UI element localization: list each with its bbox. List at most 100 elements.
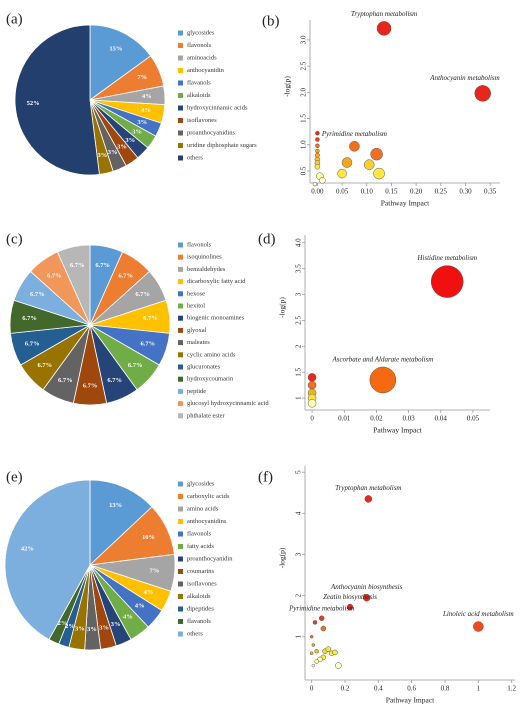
bubble [473, 621, 484, 632]
slice-label: 7% [137, 74, 147, 81]
legend-swatch [178, 413, 183, 419]
x-tick-label: 0.03 [402, 415, 415, 423]
legend-label: glucosyl hydroxycinnamic acid [187, 400, 269, 407]
bubble [369, 366, 397, 394]
slice-label: 10% [142, 534, 155, 541]
legend-label: flavanols [187, 79, 211, 86]
x-tick-label: 0.00 [311, 188, 324, 196]
slice-label: 3% [117, 144, 127, 151]
bubble [430, 265, 464, 298]
slice-label: 3% [99, 625, 109, 632]
legend-swatch [178, 105, 183, 111]
bubble [376, 21, 392, 36]
panel-label: (e) [6, 469, 23, 485]
legend-swatch [178, 279, 183, 285]
slice-label: 6.7% [143, 315, 158, 322]
bubble [314, 659, 319, 664]
x-tick-label: 0 [310, 415, 314, 423]
y-axis-title: -log(p) [278, 297, 287, 318]
legend-label: peptide [187, 388, 206, 395]
legend-label: flavonols [187, 241, 212, 248]
bubble [320, 625, 327, 632]
slice-label: 3% [98, 152, 108, 159]
panel-label: (d) [258, 231, 276, 247]
bubble [314, 152, 320, 158]
bubble [370, 147, 383, 161]
legend-label: glycosides [187, 29, 215, 36]
annotation: Anthocyanin metabolism [429, 74, 499, 82]
y-tick-label: 3 [295, 292, 303, 296]
legend-label: cyclic amino acids [187, 351, 236, 358]
legend-swatch [178, 303, 183, 309]
panel-label: (c) [6, 231, 23, 247]
bubble [307, 380, 317, 390]
slice-label: 6.7% [107, 377, 122, 384]
legend-label: dicarboxylic fatty acid [187, 278, 246, 285]
x-tick-label: 1.2 [507, 685, 516, 693]
slice-label: 6.7% [141, 340, 156, 347]
y-tick-label: 5 [295, 470, 303, 474]
slice-label: 3% [87, 626, 97, 633]
annotation: Zeatin biosynthesis [323, 593, 377, 601]
legend-swatch [178, 376, 183, 382]
legend-swatch [178, 155, 183, 161]
pie-slice [14, 24, 100, 176]
legend-label: glycosides [187, 480, 215, 487]
legend-swatch [178, 531, 183, 537]
bubble [363, 159, 375, 170]
legend-label: benzaldehydes [187, 266, 226, 273]
legend-label: phthalate ester [187, 412, 226, 419]
bubble [341, 157, 353, 168]
x-axis-title: Pathway Impact [386, 696, 435, 705]
slice-label: 2% [65, 623, 75, 630]
slice-label: 4% [123, 614, 133, 621]
legend-label: aminoacids [187, 54, 217, 61]
slice-label: 6.7% [25, 340, 40, 347]
slice-label: 3% [75, 625, 85, 632]
legend-label: dipeptides [187, 605, 214, 612]
annotation: Histidine metabolism [416, 254, 477, 262]
legend-swatch [178, 352, 183, 358]
legend-label: maleates [187, 339, 210, 346]
bubble [314, 648, 319, 654]
x-tick-label: 0.20 [410, 188, 423, 196]
legend-swatch [178, 544, 183, 549]
slice-label: 3% [108, 149, 118, 156]
x-tick-label: 0.10 [361, 188, 374, 196]
annotation: Anthocyanin biosynthesis [330, 583, 403, 591]
legend-label: amino acids [187, 505, 219, 512]
legend-swatch [178, 43, 183, 48]
pie-slice [89, 479, 153, 566]
y-tick-label: 2.0 [300, 87, 308, 96]
legend-swatch [178, 55, 183, 61]
legend-swatch [178, 315, 183, 321]
legend-label: uridine diphosphate sugars [187, 142, 257, 149]
legend-swatch [178, 80, 183, 86]
legend-swatch [178, 594, 183, 599]
legend-swatch [178, 401, 183, 407]
slice-label: 7% [149, 568, 159, 575]
legend-label: others [187, 630, 203, 637]
legend-swatch [178, 494, 183, 499]
legend-swatch [178, 30, 183, 36]
x-tick-label: 0.35 [484, 188, 497, 196]
x-tick-label: 0.05 [467, 415, 480, 423]
x-tick-label: 0.01 [338, 415, 351, 423]
legend-swatch [178, 569, 183, 574]
slice-label: 6.7% [128, 362, 143, 369]
legend-swatch [178, 327, 183, 333]
annotation: Pyrimidine metabolism [321, 130, 387, 138]
legend-label: isoflavones [187, 580, 217, 587]
legend-swatch [178, 93, 183, 98]
x-tick-label: 0.8 [441, 685, 450, 693]
legend-swatch [178, 364, 183, 370]
annotation: Tryptophan metabolism [335, 484, 401, 492]
annotation: Pyrimidine metabolism [288, 604, 354, 612]
slice-label: 6.7% [58, 377, 73, 384]
legend-swatch [178, 581, 183, 587]
slice-label: 13% [109, 502, 122, 509]
bubble [315, 130, 320, 136]
legend-swatch [178, 481, 183, 487]
x-tick-label: 0.25 [435, 188, 448, 196]
